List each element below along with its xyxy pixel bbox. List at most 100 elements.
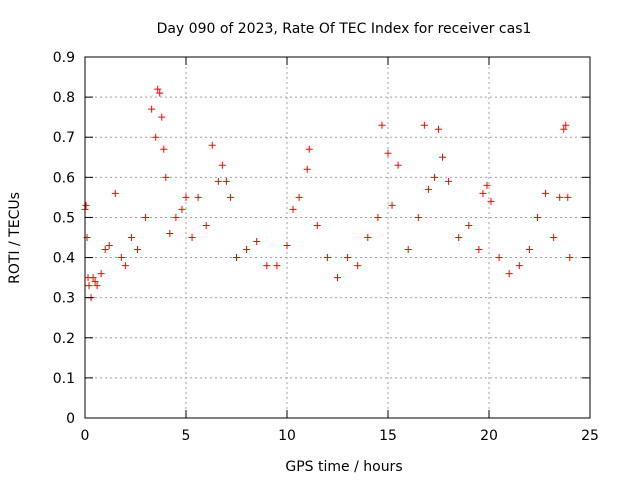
grid-lines xyxy=(85,57,590,418)
data-point xyxy=(226,193,234,201)
x-axis-label: GPS time / hours xyxy=(285,459,402,475)
data-point xyxy=(194,193,202,201)
data-point xyxy=(218,161,226,169)
data-point xyxy=(439,153,447,161)
data-point xyxy=(152,133,160,141)
y-axis-label: ROTI / TECUs xyxy=(7,192,23,284)
data-point xyxy=(222,177,230,185)
y-tick-label: 0.8 xyxy=(53,90,75,106)
data-point xyxy=(303,165,311,173)
data-point xyxy=(344,254,352,262)
data-point xyxy=(101,246,109,254)
data-point xyxy=(148,105,156,113)
data-point xyxy=(465,221,473,229)
data-point xyxy=(214,177,222,185)
data-point xyxy=(202,221,210,229)
chart-title: Day 090 of 2023, Rate Of TEC Index for r… xyxy=(157,21,532,37)
y-tick-label: 0.7 xyxy=(53,130,75,146)
data-point xyxy=(414,213,422,221)
data-point xyxy=(253,238,261,246)
x-tick-label: 20 xyxy=(480,428,498,444)
data-point xyxy=(354,262,362,270)
data-point xyxy=(374,213,382,221)
data-point xyxy=(550,234,558,241)
x-tick-label: 10 xyxy=(278,428,296,444)
data-point xyxy=(556,193,564,201)
data-point xyxy=(525,246,533,254)
y-tick-label: 0.3 xyxy=(53,291,75,307)
x-tick-label: 0 xyxy=(81,428,90,444)
data-point xyxy=(334,274,341,282)
y-tick-label: 0.2 xyxy=(53,331,75,347)
plot-frame xyxy=(84,56,591,419)
data-point xyxy=(505,270,513,278)
data-point xyxy=(384,149,392,157)
data-point xyxy=(263,262,271,270)
data-point xyxy=(158,113,166,121)
y-tick-label: 0 xyxy=(66,411,75,427)
data-point xyxy=(378,121,386,129)
data-point xyxy=(178,205,186,213)
axis-ticks: 0 0.1 0.2 0.3 0.4 0.5 0.6 0.7 0.8 0.9 0 5 10 15 20 25 xyxy=(53,50,599,444)
data-point xyxy=(495,254,503,262)
data-point xyxy=(487,197,495,205)
y-tick-label: 0.9 xyxy=(53,50,75,66)
data-point xyxy=(188,234,196,241)
data-point xyxy=(172,213,180,221)
x-tick-label: 15 xyxy=(379,428,397,444)
data-point xyxy=(435,125,442,133)
data-point xyxy=(305,145,313,153)
data-point xyxy=(182,193,190,201)
data-point xyxy=(154,85,162,93)
data-point xyxy=(283,242,291,250)
data-point xyxy=(127,234,135,241)
data-point xyxy=(566,254,574,262)
data-point xyxy=(445,177,453,185)
data-point xyxy=(233,254,240,262)
data-point xyxy=(243,246,251,254)
data-point xyxy=(142,213,150,221)
data-point xyxy=(424,185,432,193)
data-point xyxy=(420,121,428,129)
y-tick-label: 0.1 xyxy=(53,371,75,387)
data-point xyxy=(323,254,331,262)
data-point xyxy=(111,189,119,197)
data-point xyxy=(475,246,483,254)
x-tick-label: 25 xyxy=(581,428,599,444)
data-point xyxy=(89,274,97,282)
data-point xyxy=(455,234,463,241)
data-points xyxy=(81,85,574,302)
data-point xyxy=(105,242,113,250)
data-point xyxy=(560,125,568,133)
y-tick-label: 0.5 xyxy=(53,210,75,226)
data-point xyxy=(91,278,99,286)
data-point xyxy=(430,173,438,181)
data-point xyxy=(515,262,523,270)
data-point xyxy=(562,121,570,129)
data-point xyxy=(364,234,372,241)
y-tick-label: 0.6 xyxy=(53,170,75,186)
data-point xyxy=(388,201,396,209)
data-point xyxy=(273,262,281,270)
data-point xyxy=(162,173,170,181)
data-point xyxy=(97,270,105,278)
data-point xyxy=(134,246,142,254)
data-point xyxy=(85,282,93,290)
data-point xyxy=(295,193,303,201)
data-point xyxy=(117,254,125,262)
data-point xyxy=(404,246,412,254)
data-point xyxy=(542,189,550,197)
data-point xyxy=(156,89,164,97)
data-point xyxy=(394,161,402,169)
y-tick-label: 0.4 xyxy=(53,251,75,267)
data-point xyxy=(121,262,129,270)
data-point xyxy=(160,145,168,153)
data-point xyxy=(564,193,572,201)
data-point xyxy=(93,282,101,290)
data-point xyxy=(166,229,174,237)
data-point xyxy=(533,213,541,221)
data-point xyxy=(82,201,90,209)
data-point xyxy=(483,181,491,189)
data-point xyxy=(479,189,487,197)
